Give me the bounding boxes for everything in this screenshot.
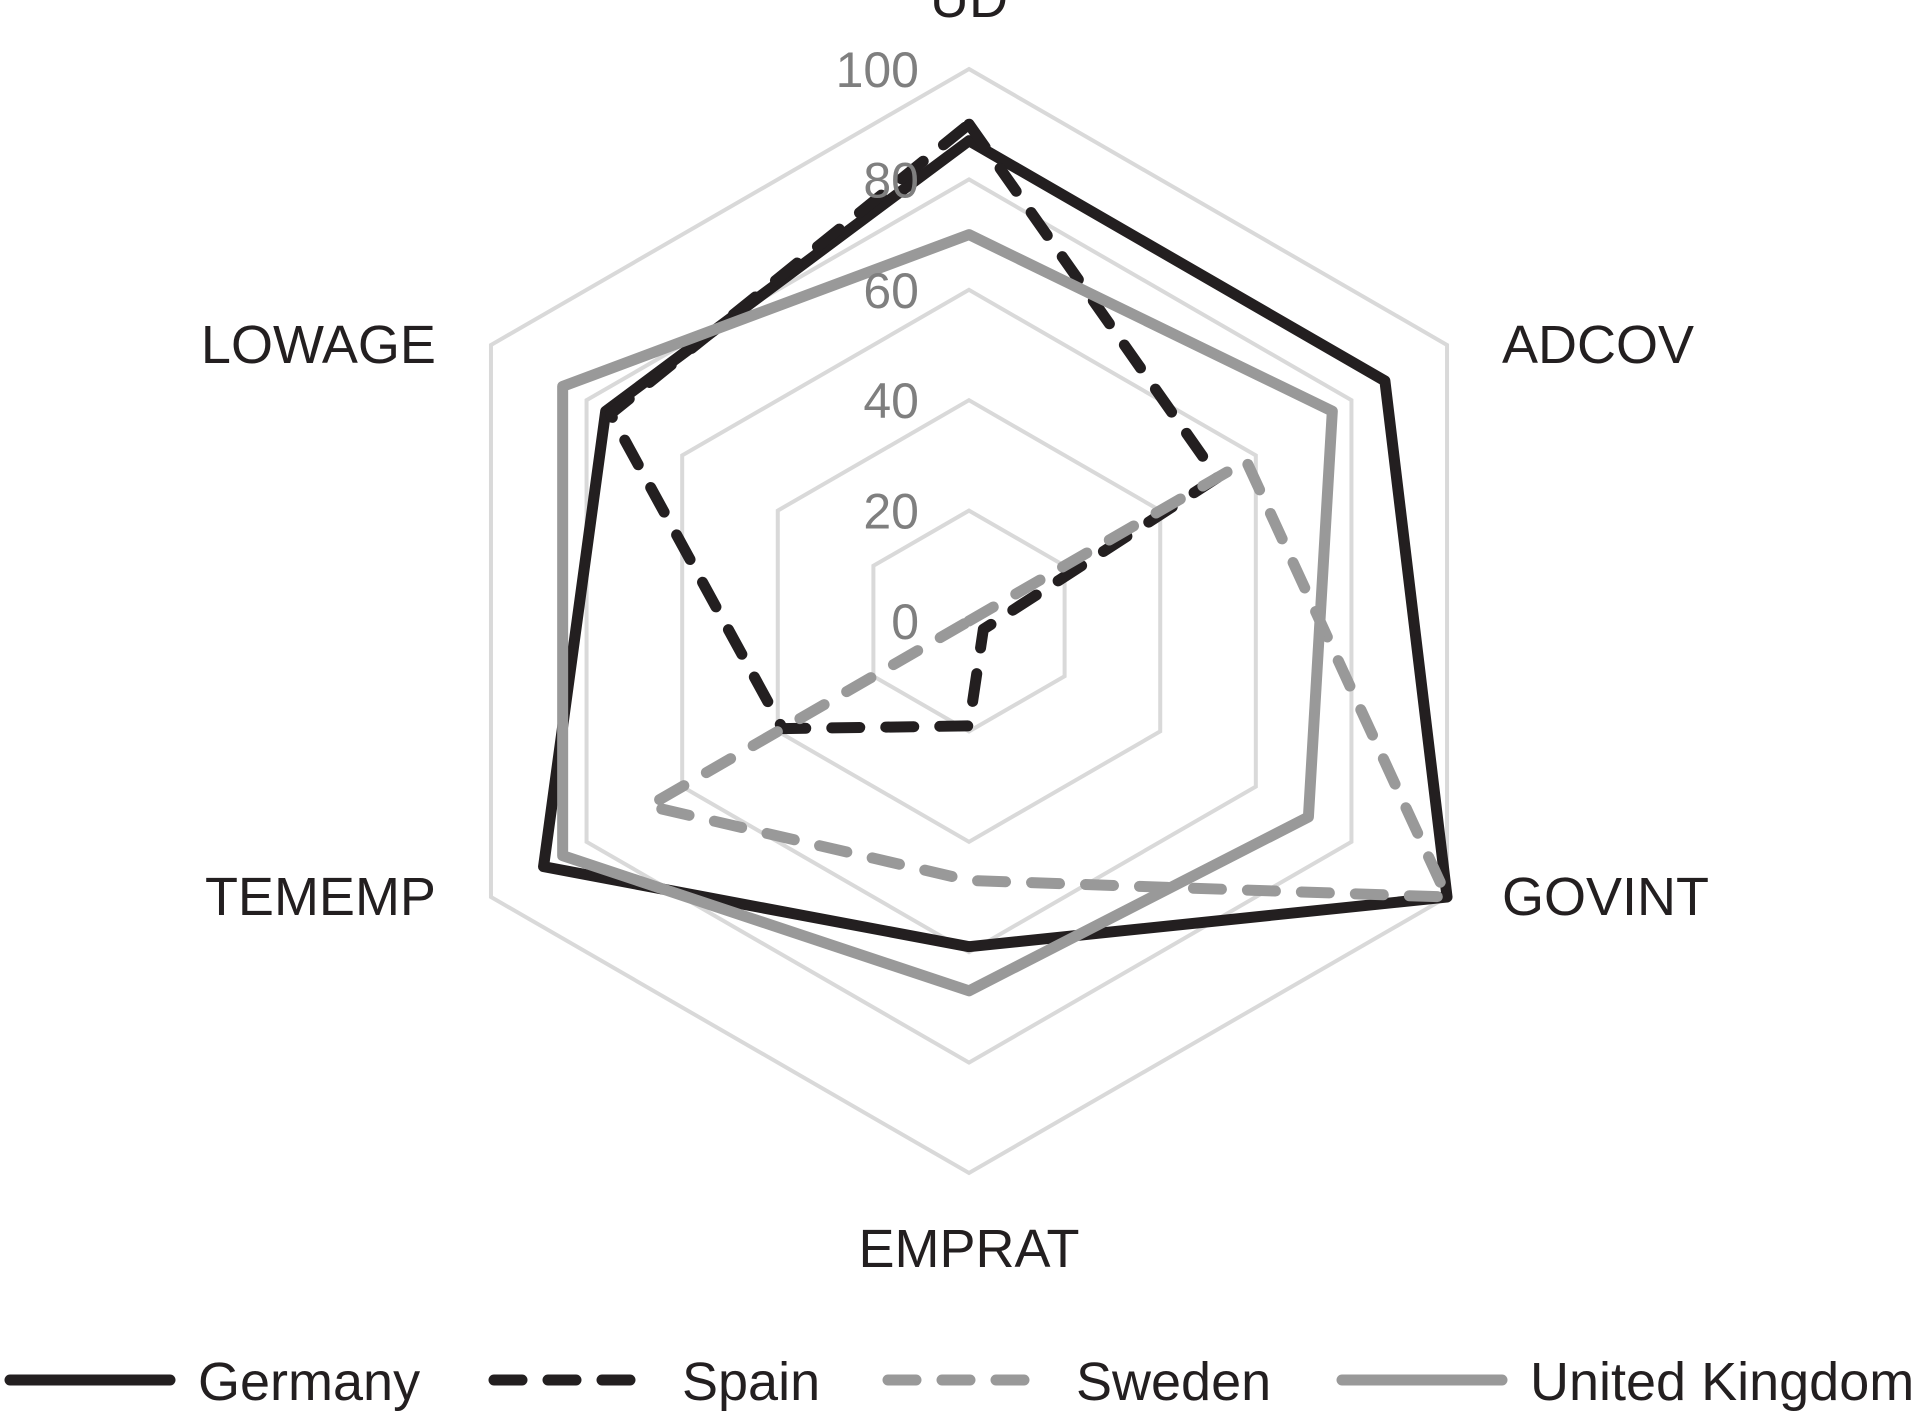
tick-label: 20	[863, 484, 919, 540]
legend-label: Spain	[682, 1352, 820, 1412]
grid-ring	[680, 287, 1258, 955]
tick-label: 100	[836, 42, 919, 98]
grid-ring	[584, 177, 1354, 1065]
tick-label: 80	[863, 152, 919, 208]
tick-label: 60	[863, 263, 919, 319]
axis-label-lowage: LOWAGE	[201, 315, 436, 375]
legend: Germany Spain Sweden United Kingdom	[4, 1352, 1914, 1412]
series-line-united-kingdom	[557, 229, 1338, 997]
legend-label: United Kingdom	[1530, 1352, 1914, 1412]
series-line-sweden	[643, 455, 1453, 903]
legend-label: Germany	[198, 1352, 420, 1412]
tick-label: 0	[891, 594, 919, 650]
tick-label: 40	[863, 373, 919, 429]
series-layer	[538, 118, 1453, 997]
axis-label-layer: UD ADCOV GOVINT EMPRAT TEMEMP LOWAGE	[201, 0, 1709, 1279]
legend-label: Sweden	[1076, 1352, 1271, 1412]
grid-ring	[488, 66, 1450, 1176]
tick-label-layer: 0 20 40 60 80 100	[836, 42, 919, 650]
axis-label-adcov: ADCOV	[1502, 315, 1694, 375]
axis-label-ud: UD	[930, 0, 1008, 29]
axis-label-emprat: EMPRAT	[858, 1219, 1079, 1279]
series-line-germany	[538, 135, 1453, 953]
axis-label-tememp: TEMEMP	[205, 867, 436, 927]
axis-label-govint: GOVINT	[1502, 867, 1709, 927]
